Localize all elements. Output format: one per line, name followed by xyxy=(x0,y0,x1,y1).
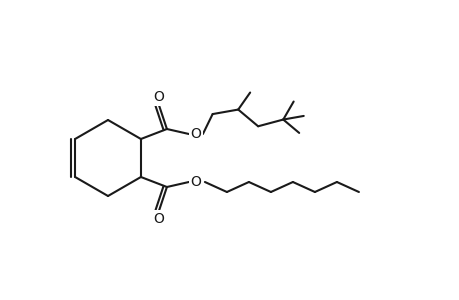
Text: O: O xyxy=(153,90,164,104)
Text: O: O xyxy=(153,212,164,226)
Text: O: O xyxy=(190,127,201,141)
Text: O: O xyxy=(190,175,201,189)
